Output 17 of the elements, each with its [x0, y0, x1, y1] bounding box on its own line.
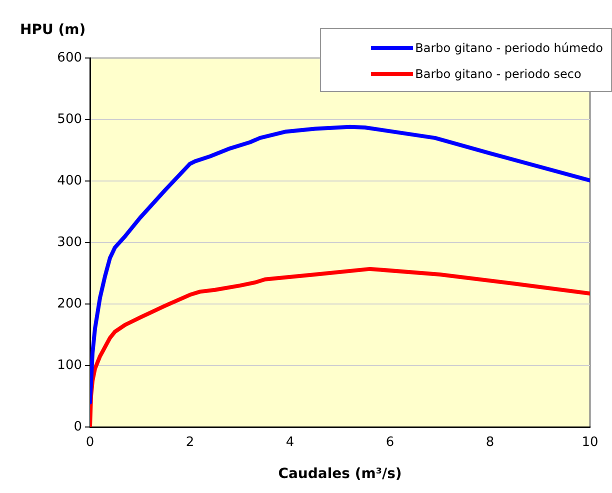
x-tick-label: 2 — [186, 435, 194, 450]
y-tick-label: 500 — [57, 112, 82, 127]
y-tick-label: 300 — [57, 234, 82, 250]
y-tick-label: 100 — [57, 358, 82, 373]
y-axis-title: HPU (m) — [20, 22, 86, 38]
x-tick-label: 10 — [582, 435, 598, 450]
x-tick-label: 4 — [286, 435, 294, 450]
y-tick-label: 0 — [74, 419, 82, 434]
y-tick-label: 600 — [57, 50, 82, 66]
legend-label: Barbo gitano - periodo seco — [415, 67, 582, 81]
y-tick-label: 400 — [57, 173, 82, 188]
x-tick-label: 0 — [86, 435, 94, 450]
x-tick-label: 6 — [386, 435, 394, 450]
x-tick-label: 8 — [486, 435, 494, 450]
legend-label: Barbo gitano - periodo húmedo — [415, 41, 603, 55]
x-axis-title: Caudales (m³/s) — [278, 466, 402, 482]
y-tick-label: 200 — [57, 296, 82, 312]
